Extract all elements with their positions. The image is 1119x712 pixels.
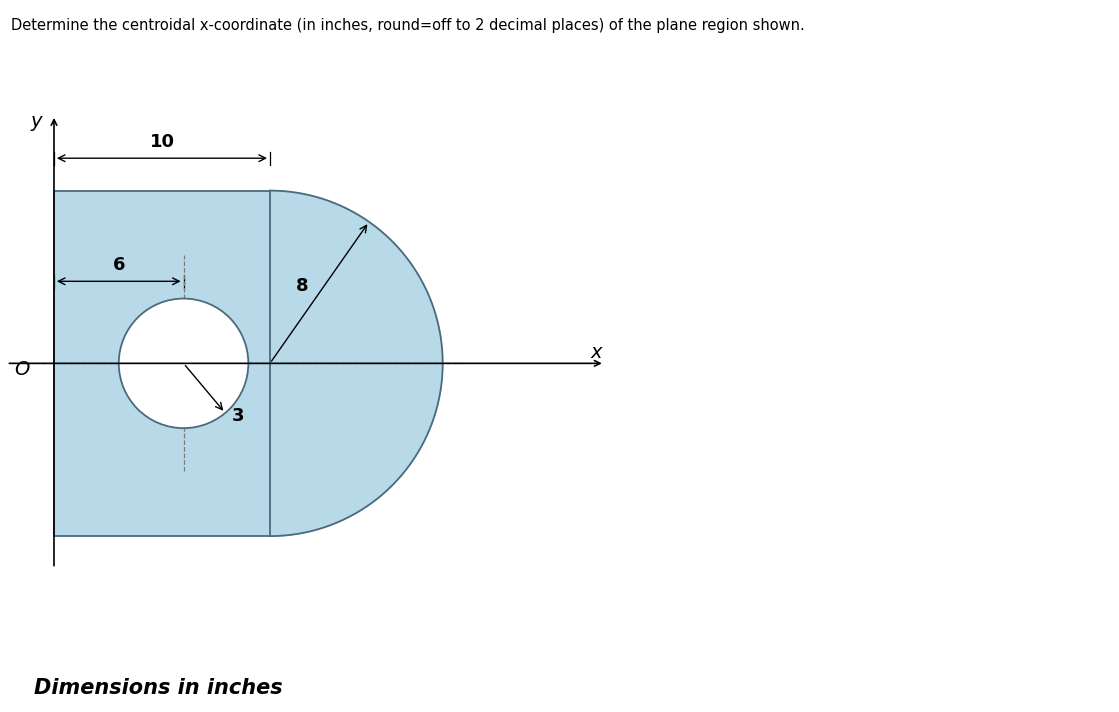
Text: Dimensions in inches: Dimensions in inches bbox=[34, 678, 282, 698]
Bar bbox=[54, 191, 270, 536]
Text: 3: 3 bbox=[232, 407, 244, 425]
Circle shape bbox=[119, 298, 248, 428]
Text: O: O bbox=[13, 360, 29, 379]
Text: 6: 6 bbox=[113, 256, 125, 273]
Text: 8: 8 bbox=[295, 277, 309, 295]
Text: y: y bbox=[31, 112, 43, 131]
Text: 10: 10 bbox=[150, 132, 175, 151]
Text: x: x bbox=[590, 343, 602, 362]
Text: Determine the centroidal x-coordinate (in inches, round=off to 2 decimal places): Determine the centroidal x-coordinate (i… bbox=[11, 18, 805, 33]
Bar bbox=[54, 191, 270, 536]
Polygon shape bbox=[270, 191, 443, 536]
